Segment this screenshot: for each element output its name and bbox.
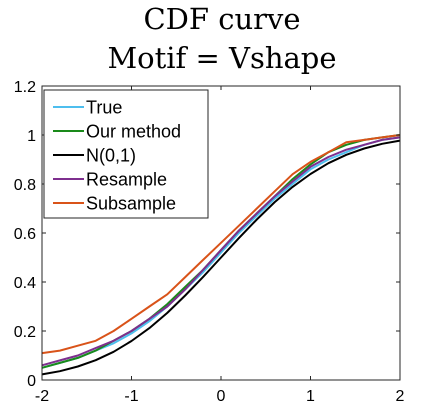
chart-title-line-1: CDF curve — [143, 2, 300, 36]
x-axis-ticks: -2 -1 0 1 2 — [35, 86, 405, 405]
legend-label-1: Our method — [86, 122, 181, 142]
x-tick-label: 1 — [306, 388, 315, 405]
chart-title-line-2: Motif = Vshape — [107, 41, 336, 75]
y-axis-ticks: 0 0.2 0.4 0.6 0.8 1 1.2 — [14, 79, 400, 390]
chart-title: CDF curve Motif = Vshape — [107, 2, 336, 75]
y-tick-label: 0.2 — [14, 324, 36, 341]
plot-lines — [41, 134, 401, 376]
y-tick-label: 0.8 — [14, 177, 36, 194]
y-tick-label: 0.6 — [14, 226, 36, 243]
legend: True Our method N(0,1) Resample Subsample — [43, 89, 209, 219]
series-line-4 — [41, 134, 401, 355]
series-line-2 — [41, 139, 401, 376]
series-line-3 — [41, 136, 401, 367]
y-tick-label: 1 — [27, 128, 36, 145]
x-tick-label: 0 — [217, 388, 226, 405]
legend-box — [43, 89, 209, 219]
x-tick-label: -1 — [124, 388, 138, 405]
legend-label-0: True — [86, 98, 122, 118]
legend-label-3: Resample — [86, 170, 167, 190]
x-tick-label: -2 — [35, 388, 49, 405]
y-tick-label: 0.4 — [14, 275, 36, 292]
legend-label-4: Subsample — [86, 194, 176, 214]
y-tick-label: 1.2 — [14, 79, 36, 96]
legend-label-2: N(0,1) — [86, 146, 136, 166]
y-tick-label: 0 — [27, 373, 36, 390]
x-tick-label: 2 — [396, 388, 405, 405]
